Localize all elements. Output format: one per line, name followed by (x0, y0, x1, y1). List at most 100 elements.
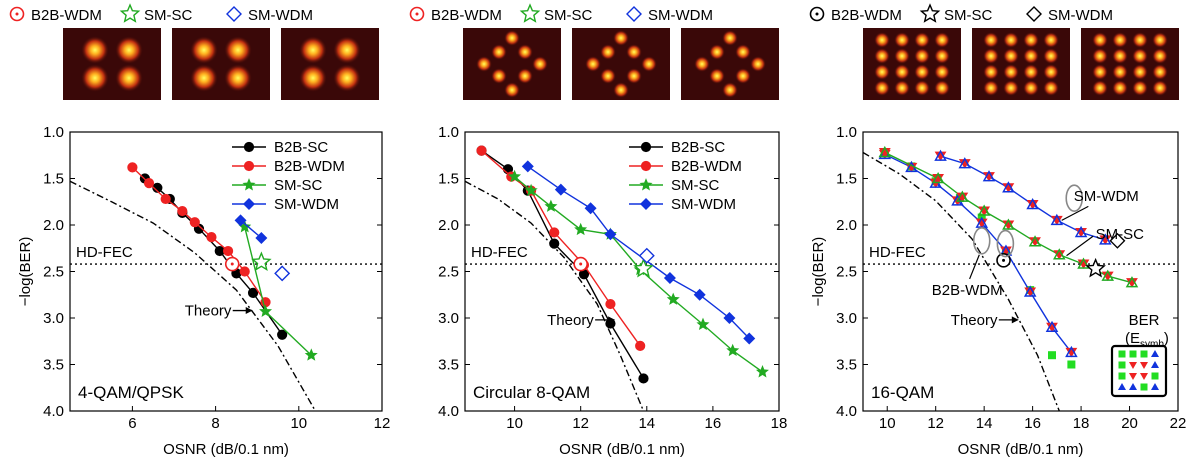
series-point-2-2-1 (958, 157, 972, 169)
ytick-label-1-5: 3.5 (438, 357, 459, 374)
thumb-spot-1-1-5 (600, 68, 616, 84)
series-point-2-1-4-up (1002, 218, 1015, 230)
thumb-spot-1-1-0 (613, 30, 629, 46)
theory-label-2: Theory (951, 312, 998, 329)
annotation-sm-wdm: SM-WDM (1074, 188, 1139, 205)
series-line-0-3 (240, 219, 262, 239)
top-legend-label-1-2: SM-WDM (648, 7, 713, 24)
fec-marker-1-0 (573, 256, 588, 272)
thumb-spot-1-1-2 (626, 44, 642, 60)
thumb-spot-1-2-0 (722, 30, 738, 46)
hd-fec-label-1: HD-FEC (471, 244, 528, 261)
fec-marker-0-0 (224, 256, 240, 272)
panel-label-1: Circular 8-QAM (473, 383, 590, 402)
series-point-1-1-5 (605, 298, 616, 310)
thumb-spot-2-0-8 (914, 32, 930, 48)
thumb-spot-2-1-14 (1043, 64, 1059, 80)
thumb-spot-1-1-7 (613, 82, 629, 98)
thumb-spot-0-0-0 (81, 36, 109, 64)
xtick-label-1-1: 12 (572, 415, 589, 432)
thumb-spot-1-0-0 (504, 30, 520, 46)
thumb-spot-2-2-13 (1152, 48, 1168, 64)
fec-marker-0-1 (251, 251, 272, 271)
thumb-spot-2-0-10 (914, 64, 930, 80)
series-point-1-3-5 (693, 288, 706, 301)
thumb-spot-2-1-0 (983, 32, 999, 48)
xtick-label-0-2: 10 (290, 415, 307, 432)
legend-label-1-2: SM-SC (671, 177, 720, 194)
xtick-label-0-3: 12 (374, 415, 391, 432)
top-legend-label-2-1: SM-SC (944, 7, 993, 24)
series-point-2-2-7 (1099, 233, 1112, 245)
callout-arrow-0 (1061, 205, 1089, 221)
series-point-2-2-3-up (1002, 181, 1015, 193)
constellation-thumb-1-1 (572, 28, 670, 100)
inset-cell-1-0 (1118, 361, 1126, 369)
series-point-2-1-0 (878, 145, 892, 158)
thumb-spot-2-0-15 (934, 80, 950, 96)
thumb-spot-1-0-6 (517, 68, 533, 84)
thumb-spot-1-0-2 (517, 44, 533, 60)
thumb-spot-1-1-6 (626, 68, 642, 84)
thumb-spot-2-2-6 (1112, 64, 1128, 80)
thumb-spot-2-2-3 (1092, 80, 1108, 96)
thumb-spot-1-2-6 (735, 68, 751, 84)
ytick-label-2-2: 2.0 (836, 217, 857, 234)
thumb-spot-2-0-2 (874, 64, 890, 80)
inset-box (1110, 344, 1168, 398)
constellation-thumb-2-1 (972, 28, 1070, 100)
callout-ellipse-2-1 (996, 229, 1015, 258)
series-point-1-2-9 (755, 365, 769, 378)
series-point-1-1-0 (476, 145, 487, 156)
xtick-label-2-5: 20 (1121, 415, 1138, 432)
theory-arrowhead-2 (1011, 316, 1019, 324)
series-point-1-2-0 (508, 169, 522, 183)
legend-marker-1-3 (640, 198, 652, 210)
thumb-spot-2-0-14 (934, 64, 950, 80)
series-point-0-2-1 (259, 304, 273, 317)
thumb-spot-2-0-7 (894, 80, 910, 96)
series-point-2-1-6-up (1052, 248, 1066, 260)
top-legend-label-2-0: B2B-WDM (831, 7, 902, 24)
ytick-label-2-4: 3.0 (836, 310, 857, 327)
inset-cell-2-3 (1151, 372, 1159, 380)
ytick-label-1-2: 2.0 (438, 217, 459, 234)
annotation-sm-sc: SM-SC (1096, 226, 1145, 243)
thumb-bg-0-1 (172, 28, 270, 100)
series-point-2-1-3 (977, 204, 991, 216)
series-point-2-2-5 (1050, 213, 1064, 226)
series-point-2-1-4 (1002, 218, 1015, 230)
series-point-0-1-1 (143, 178, 155, 189)
thumb-spot-1-2-5 (709, 68, 725, 84)
annotation-b2b-wdm: B2B-WDM (932, 282, 1003, 299)
thumb-spot-2-2-14 (1152, 64, 1168, 80)
xtick-label-2-2: 14 (976, 415, 993, 432)
thumb-spot-1-0-7 (504, 82, 520, 98)
thumb-spot-2-0-0 (874, 32, 890, 48)
series-point-2-1-6 (1052, 248, 1066, 260)
top-legend-marker-0-2 (226, 6, 242, 22)
inset-cell-3-0 (1118, 383, 1126, 390)
series-point-0-3-1 (255, 232, 268, 245)
inset-cell-1-3 (1151, 361, 1159, 368)
thumb-spot-2-1-2 (983, 64, 999, 80)
panel-label-2: 16-QAM (871, 383, 934, 402)
thumb-spot-0-0-3 (115, 64, 143, 92)
series-point-1-0-3 (549, 238, 560, 249)
callout-ellipse-2-2 (972, 227, 991, 255)
thumb-spot-1-0-4 (532, 56, 548, 72)
ytick-label-0-3: 2.5 (43, 264, 64, 281)
thumb-spot-2-1-6 (1003, 64, 1019, 80)
series-point-0-1-3 (177, 205, 188, 217)
inset-cell-0-2 (1140, 350, 1148, 358)
xlabel-2: OSNR (dB/0.1 nm) (958, 441, 1084, 458)
thumb-spot-1-1-3 (585, 56, 601, 72)
series-point-0-0-5 (214, 245, 225, 257)
thumb-spot-2-2-8 (1132, 32, 1148, 48)
thumb-spot-2-1-12 (1043, 32, 1059, 48)
legend-marker-0-3 (243, 198, 255, 210)
ytick-label-2-5: 3.5 (836, 357, 857, 374)
legend-label-0-1: B2B-WDM (274, 158, 345, 175)
fec-marker-1-0-dot (579, 262, 583, 266)
